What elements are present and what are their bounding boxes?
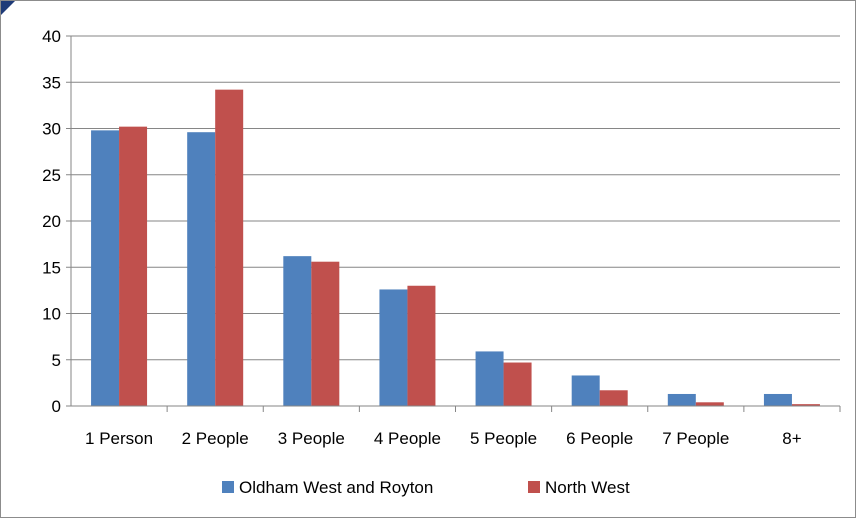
bar-north-west-7 <box>696 402 724 406</box>
bar-oldham-west-and-royton-5 <box>476 351 504 406</box>
legend: Oldham West and Royton North West <box>222 478 630 497</box>
bar-north-west-3 <box>311 262 339 406</box>
y-tick-label: 35 <box>42 73 61 92</box>
x-tick-label: 7 People <box>662 429 729 448</box>
bar-oldham-west-and-royton-2 <box>187 132 215 406</box>
bar-north-west-5 <box>504 363 532 406</box>
bar-oldham-west-and-royton-3 <box>283 256 311 406</box>
bar-oldham-west-and-royton-1 <box>91 130 119 406</box>
bar-oldham-west-and-royton-8 <box>764 394 792 406</box>
legend-swatch-oldham-west-and-royton <box>222 481 234 493</box>
x-tick-label: 2 People <box>182 429 249 448</box>
bar-oldham-west-and-royton-6 <box>572 375 600 406</box>
bar-north-west-2 <box>215 90 243 406</box>
bar-north-west-4 <box>407 286 435 406</box>
y-tick-label: 5 <box>52 351 61 370</box>
legend-label-north-west: North West <box>545 478 630 497</box>
bar-north-west-1 <box>119 127 147 406</box>
gridlines <box>71 36 840 360</box>
x-tick-label: 5 People <box>470 429 537 448</box>
x-tick-label: 4 People <box>374 429 441 448</box>
y-tick-label: 20 <box>42 212 61 231</box>
y-tick-label: 10 <box>42 305 61 324</box>
x-tick-label: 6 People <box>566 429 633 448</box>
legend-label-oldham-west-and-royton: Oldham West and Royton <box>239 478 433 497</box>
bar-oldham-west-and-royton-7 <box>668 394 696 406</box>
y-tick-label: 40 <box>42 27 61 46</box>
legend-swatch-north-west <box>528 481 540 493</box>
y-tick-label: 0 <box>52 397 61 416</box>
y-tick-label: 15 <box>42 258 61 277</box>
y-tick-label: 25 <box>42 166 61 185</box>
x-tick-label: 3 People <box>278 429 345 448</box>
x-tick-label: 8+ <box>782 429 801 448</box>
y-tick-label: 30 <box>42 120 61 139</box>
y-axis: 0 5 10 15 20 25 30 35 40 <box>42 27 71 416</box>
bar-north-west-6 <box>600 390 628 406</box>
x-axis: 1 Person 2 People 3 People 4 People 5 People… <box>71 406 840 448</box>
bars <box>91 90 820 406</box>
bar-oldham-west-and-royton-4 <box>379 289 407 406</box>
x-tick-label: 1 Person <box>85 429 153 448</box>
